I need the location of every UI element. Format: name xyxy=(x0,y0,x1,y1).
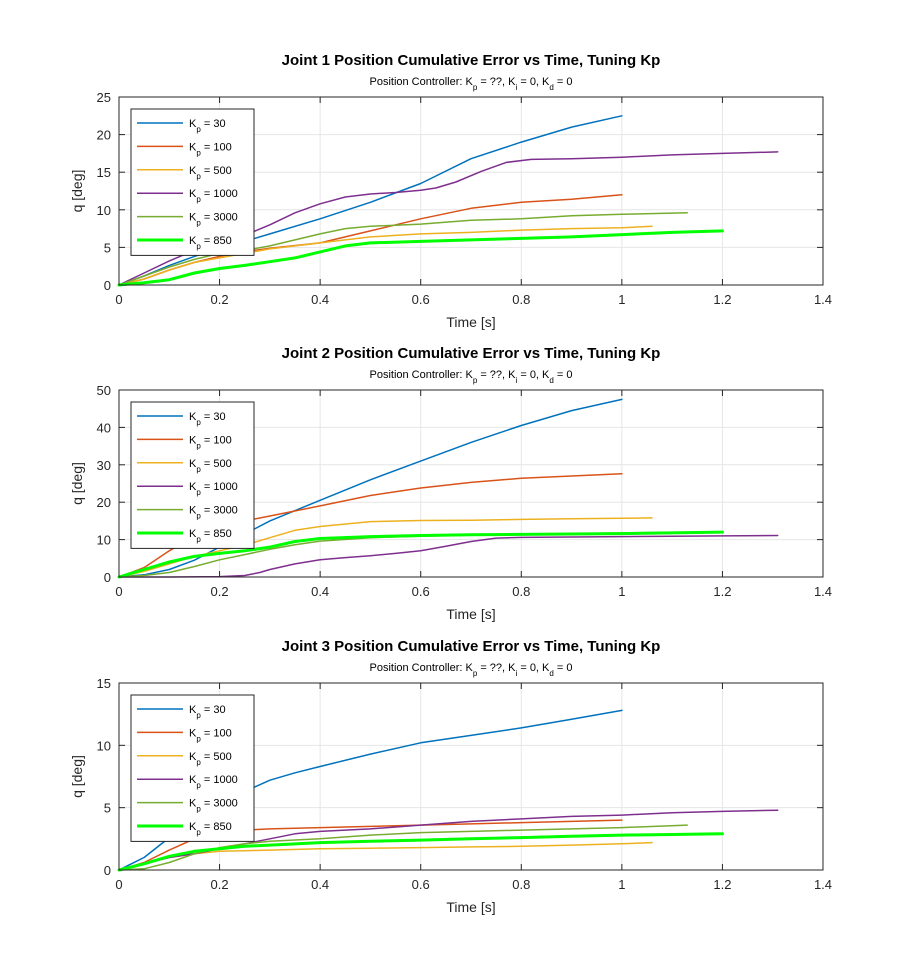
legend-label-5: Kp = 3000 xyxy=(189,505,238,521)
legend-box xyxy=(130,401,255,549)
series-line-4 xyxy=(118,534,779,578)
x-tick-label: 1.2 xyxy=(713,584,731,599)
x-tick-label: 0.6 xyxy=(412,292,430,307)
y-tick-label: 10 xyxy=(97,533,111,548)
x-axis-label: Time [s] xyxy=(446,314,495,330)
x-tick-label: 0.6 xyxy=(412,877,430,892)
y-tick-label: 10 xyxy=(97,203,111,218)
y-tick-label: 5 xyxy=(104,801,111,816)
legend-label-1: Kp = 30 xyxy=(189,411,226,427)
x-tick-label: 0.2 xyxy=(211,292,229,307)
x-tick-label: 1.2 xyxy=(713,877,731,892)
chart-title: Joint 1 Position Cumulative Error vs Tim… xyxy=(282,52,661,69)
legend-label-1: Kp = 30 xyxy=(189,118,226,134)
y-tick-label: 5 xyxy=(104,240,111,255)
x-tick-label: 1.4 xyxy=(814,292,832,307)
x-tick-label: 1.4 xyxy=(814,877,832,892)
x-tick-label: 1 xyxy=(618,877,625,892)
legend-label-2: Kp = 100 xyxy=(189,434,232,450)
axes-box xyxy=(118,96,824,286)
chart-title: Joint 3 Position Cumulative Error vs Tim… xyxy=(282,638,661,655)
y-axis-label: q [deg] xyxy=(69,170,85,213)
series-line-6 xyxy=(117,832,724,872)
y-tick-label: 30 xyxy=(97,458,111,473)
legend-label-1: Kp = 30 xyxy=(189,704,226,720)
legend-label-6: Kp = 850 xyxy=(189,528,232,544)
series-line-6 xyxy=(117,530,724,579)
legend-label-3: Kp = 500 xyxy=(189,165,232,181)
chart-title: Joint 2 Position Cumulative Error vs Tim… xyxy=(282,345,661,362)
series-line-5 xyxy=(118,824,688,871)
chart-subtitle: Position Controller: Kp = ??, Ki = 0, Kd… xyxy=(369,662,572,678)
chart-panel-2: 0 0.2 0.4 0.6 0.8 1 1.2 1.4 0 10 20 30 40 50 Joint 2 P… xyxy=(69,345,832,622)
chart-subtitle: Position Controller: Kp = ??, Ki = 0, Kd… xyxy=(369,369,572,385)
x-tick-label: 0.2 xyxy=(211,584,229,599)
chart-panel-3: 0 0.2 0.4 0.6 0.8 1 1.2 1.4 0 5 10 15 Joint 3 Positi… xyxy=(69,638,832,915)
x-tick-label: 0 xyxy=(115,584,122,599)
y-tick-label: 0 xyxy=(104,570,111,585)
series-line-1 xyxy=(118,115,623,286)
series-line-5 xyxy=(118,212,688,286)
x-tick-label: 0.4 xyxy=(311,292,329,307)
x-tick-label: 1.2 xyxy=(713,292,731,307)
legend-box xyxy=(130,108,255,256)
y-tick-label: 20 xyxy=(97,495,111,510)
series-line-4 xyxy=(118,809,779,871)
y-tick-label: 40 xyxy=(97,420,111,435)
x-tick-label: 0.4 xyxy=(311,877,329,892)
y-tick-label: 15 xyxy=(97,165,111,180)
x-tick-label: 0 xyxy=(115,292,122,307)
x-tick-label: 0.2 xyxy=(211,877,229,892)
x-tick-label: 0.8 xyxy=(512,584,530,599)
x-axis-label: Time [s] xyxy=(446,606,495,622)
y-axis-label: q [deg] xyxy=(69,462,85,505)
x-tick-label: 1 xyxy=(618,584,625,599)
axes-box xyxy=(118,389,824,578)
legend-label-2: Kp = 100 xyxy=(189,141,232,157)
y-tick-label: 0 xyxy=(104,863,111,878)
axes-box xyxy=(118,682,824,871)
legend-label-4: Kp = 1000 xyxy=(189,188,238,204)
series-line-6 xyxy=(117,229,724,287)
chart-subtitle: Position Controller: Kp = ??, Ki = 0, Kd… xyxy=(369,76,572,92)
legend-label-5: Kp = 3000 xyxy=(189,798,238,814)
y-tick-label: 15 xyxy=(97,676,111,691)
x-tick-label: 0 xyxy=(115,877,122,892)
x-tick-label: 0.8 xyxy=(512,877,530,892)
y-axis-label: q [deg] xyxy=(69,755,85,798)
legend-label-6: Kp = 850 xyxy=(189,821,232,837)
legend-label-4: Kp = 1000 xyxy=(189,481,238,497)
y-tick-label: 50 xyxy=(97,383,111,398)
series-line-2 xyxy=(118,819,623,871)
y-tick-label: 20 xyxy=(97,128,111,143)
x-tick-label: 1.4 xyxy=(814,584,832,599)
legend-label-3: Kp = 500 xyxy=(189,751,232,767)
x-tick-label: 0.4 xyxy=(311,584,329,599)
y-tick-label: 25 xyxy=(97,90,111,105)
chart-panel-1: 0 0.2 0.4 0.6 0.8 1 1.2 1.4 0 5 10 15 20 25 Joint 1 Po… xyxy=(69,52,832,330)
legend-label-5: Kp = 3000 xyxy=(189,212,238,228)
x-tick-label: 0.8 xyxy=(512,292,530,307)
y-tick-label: 10 xyxy=(97,738,111,753)
y-tick-label: 0 xyxy=(104,278,111,293)
legend-label-6: Kp = 850 xyxy=(189,235,232,251)
series-line-3 xyxy=(118,225,653,286)
legend-label-4: Kp = 1000 xyxy=(189,774,238,790)
x-tick-label: 1 xyxy=(618,292,625,307)
x-tick-label: 0.6 xyxy=(412,584,430,599)
legend-box xyxy=(130,694,255,842)
x-axis-label: Time [s] xyxy=(446,899,495,915)
legend-label-2: Kp = 100 xyxy=(189,727,232,743)
legend-label-3: Kp = 500 xyxy=(189,458,232,474)
